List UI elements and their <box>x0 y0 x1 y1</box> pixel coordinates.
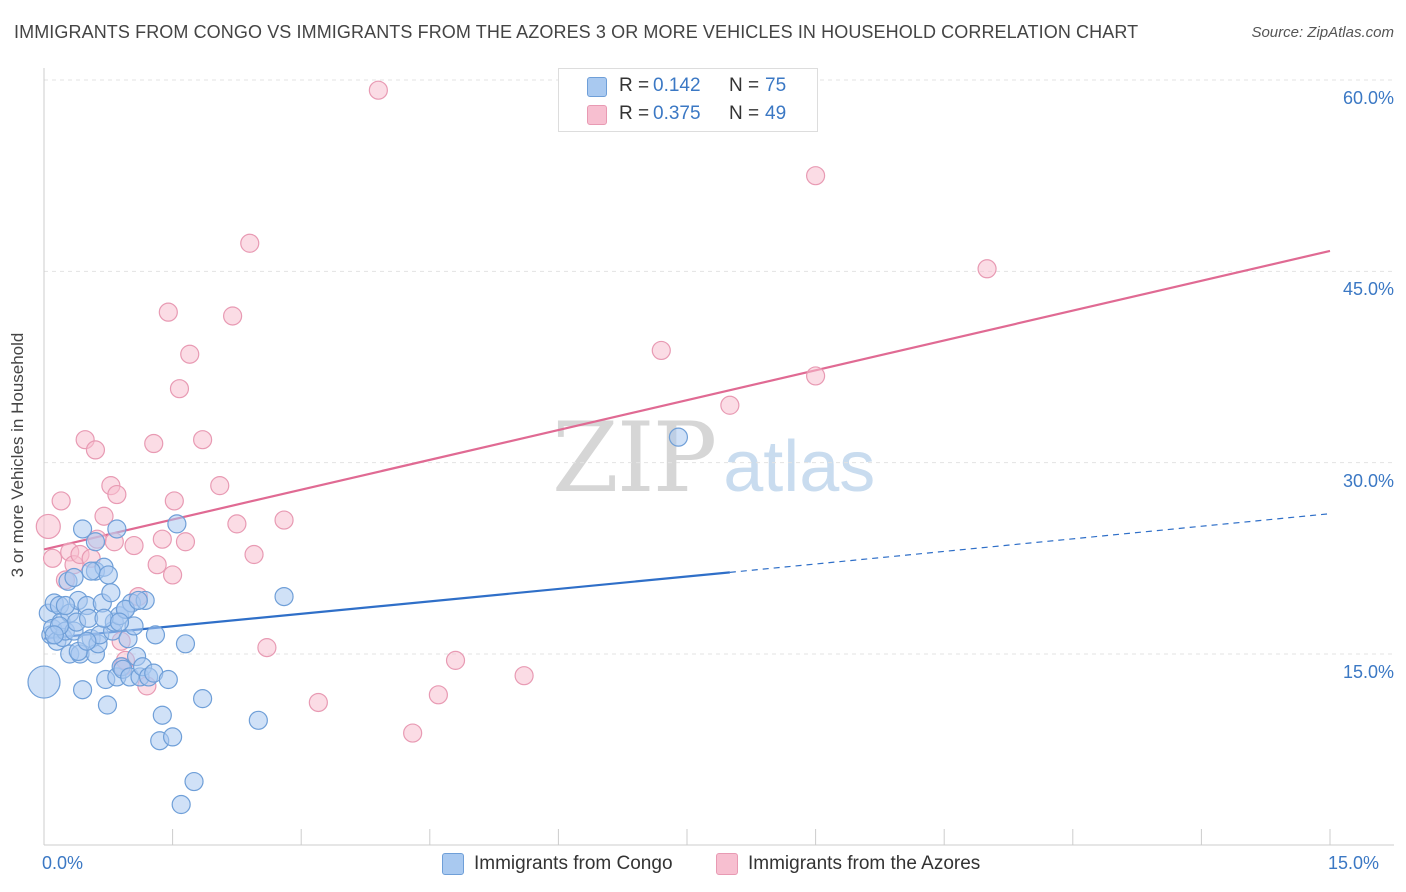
watermark-atlas: atlas <box>723 427 876 507</box>
data-point-azores <box>144 433 164 454</box>
data-point-azores <box>308 692 328 713</box>
legend-swatch-congo <box>587 77 607 97</box>
axes <box>43 68 1394 846</box>
legend-n-value: 75 <box>765 75 787 96</box>
data-point-congo <box>184 771 204 792</box>
data-point-azores <box>403 723 423 743</box>
data-point-azores <box>445 650 466 670</box>
data-point-congo <box>163 727 183 747</box>
data-point-congo <box>98 565 118 585</box>
y-tick-label: 60.0% <box>1342 88 1394 108</box>
y-tick-label: 15.0% <box>1342 662 1394 682</box>
watermark-zip: ZIP <box>552 402 717 514</box>
data-point-azores <box>147 555 167 575</box>
data-point-azores <box>193 430 213 450</box>
data-point-congo <box>85 532 106 552</box>
watermark: ZIP atlas <box>552 402 875 514</box>
data-point-azores <box>107 484 127 505</box>
legend-n-value: 49 <box>765 103 787 124</box>
bottom-legend-swatch-congo <box>442 853 464 875</box>
data-point-azores <box>720 395 740 415</box>
data-point-congo <box>167 514 187 534</box>
data-point-congo <box>668 427 689 447</box>
data-point-congo <box>55 595 76 616</box>
data-point-azores <box>163 565 183 585</box>
legend-r-label: R = <box>619 103 650 124</box>
data-point-congo <box>171 794 191 815</box>
data-point-azores <box>169 379 190 399</box>
data-point-azores <box>42 548 63 568</box>
data-point-azores <box>223 306 243 326</box>
data-point-congo <box>101 583 121 603</box>
y-tick-label: 45.0% <box>1342 279 1394 300</box>
chart-title: IMMIGRANTS FROM CONGO VS IMMIGRANTS FROM… <box>14 22 1139 42</box>
data-point-azores <box>35 513 61 540</box>
data-point-azores <box>85 440 106 460</box>
data-point-azores <box>94 506 114 526</box>
x-tick-label-max: 15.0% <box>1328 853 1380 873</box>
data-point-congo <box>107 519 127 539</box>
legend-r-label: R = <box>619 75 650 96</box>
data-point-congo <box>81 561 101 581</box>
data-point-azores <box>175 532 196 552</box>
data-point-congo <box>193 689 213 709</box>
data-point-congo <box>274 586 294 607</box>
data-point-congo <box>44 625 64 645</box>
data-point-azores <box>805 166 826 186</box>
data-point-congo <box>77 631 97 651</box>
data-point-azores <box>428 685 448 705</box>
bottom-legend-label-congo: Immigrants from Congo <box>474 853 673 874</box>
data-point-congo <box>152 705 172 725</box>
legend-swatch-azores <box>587 105 607 125</box>
data-point-azores <box>977 259 997 279</box>
source-credit: Source: ZipAtlas.com <box>1251 24 1394 41</box>
grid-lines <box>44 79 1394 655</box>
data-point-azores <box>274 510 294 530</box>
bottom-legend-label-azores: Immigrants from the Azores <box>748 853 981 874</box>
data-point-azores <box>180 344 200 364</box>
data-point-azores <box>152 529 172 549</box>
data-point-congo <box>175 634 196 654</box>
x-tick-label-min: 0.0% <box>42 853 84 873</box>
data-point-azores <box>257 638 277 658</box>
data-point-congo <box>97 695 118 715</box>
data-point-azores <box>210 476 230 496</box>
legend-n-label: N = <box>729 75 760 96</box>
data-point-congo <box>248 710 268 730</box>
data-point-azores <box>244 544 264 565</box>
data-point-azores <box>158 302 178 322</box>
data-point-congo <box>72 680 93 700</box>
trend-line-congo-projection <box>729 513 1331 573</box>
bottom-legend-swatch-azores <box>716 853 738 875</box>
trend-line-azores <box>43 249 1331 551</box>
data-point-azores <box>514 666 534 686</box>
data-point-congo <box>27 665 61 699</box>
data-point-azores <box>805 366 826 386</box>
data-point-azores <box>651 340 671 361</box>
stats-legend: R = 0.142 N = 75 R = 0.375 N = 49 <box>558 68 818 132</box>
data-point-azores <box>164 491 184 511</box>
legend-n-label: N = <box>729 103 760 124</box>
data-point-azores <box>240 233 260 253</box>
data-point-congo <box>64 567 84 588</box>
data-point-congo <box>128 590 148 611</box>
data-point-congo <box>109 612 130 632</box>
data-point-azores <box>51 491 71 511</box>
data-point-congo <box>158 669 178 690</box>
y-tick-label: 30.0% <box>1342 470 1394 491</box>
legend-r-value: 0.375 <box>653 103 701 124</box>
data-point-congo <box>72 519 93 539</box>
y-axis-label: 3 or more Vehicles in Household <box>8 332 27 578</box>
legend-r-value: 0.142 <box>653 75 701 96</box>
data-point-azores <box>124 535 144 556</box>
series-congo-points <box>27 427 689 815</box>
data-point-azores <box>227 514 247 534</box>
data-point-azores <box>368 80 388 100</box>
data-point-congo <box>145 625 166 645</box>
